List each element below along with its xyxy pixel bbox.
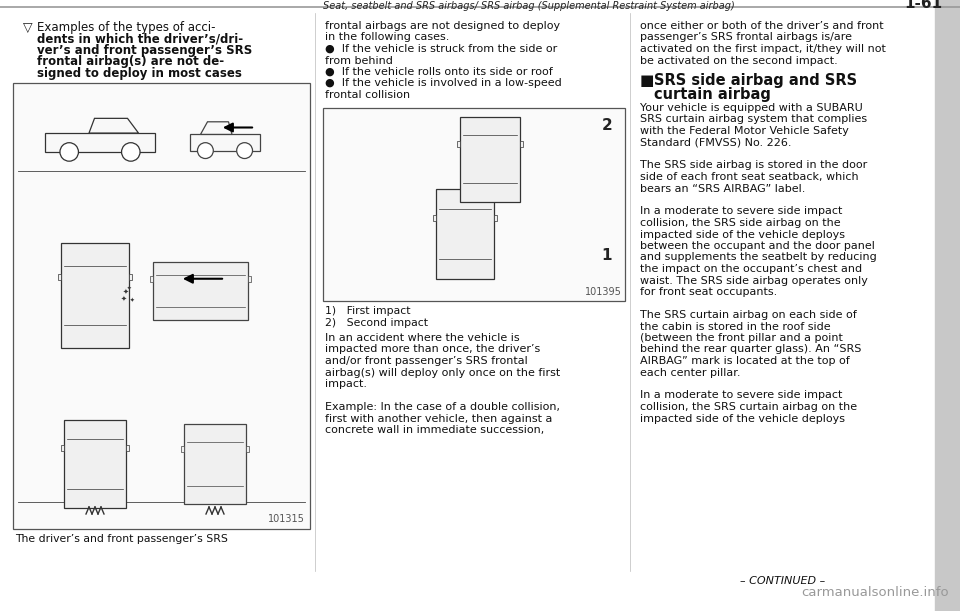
Bar [153,262,248,320]
Text: Example: In the case of a double collision,: Example: In the case of a double collisi… [325,402,560,412]
Polygon shape [201,122,232,134]
Text: ●  If the vehicle rolls onto its side or roof: ● If the vehicle rolls onto its side or … [325,67,553,77]
Bar [457,141,460,147]
Text: activated on the first impact, it/they will not: activated on the first impact, it/they w… [640,44,886,54]
Text: In an accident where the vehicle is: In an accident where the vehicle is [325,333,519,343]
Text: ●  If the vehicle is involved in a low-speed: ● If the vehicle is involved in a low-sp… [325,78,562,89]
Text: carmanualsonline.info: carmanualsonline.info [802,586,948,599]
Text: impacted side of the vehicle deploys: impacted side of the vehicle deploys [640,414,845,423]
Text: waist. The SRS side airbag operates only: waist. The SRS side airbag operates only [640,276,868,285]
Text: in the following cases.: in the following cases. [325,32,449,43]
Text: the impact on the occupant’s chest and: the impact on the occupant’s chest and [640,264,862,274]
Text: ✦: ✦ [127,285,132,290]
Bar [246,446,249,452]
Text: behind the rear quarter glass). An “SRS: behind the rear quarter glass). An “SRS [640,345,861,354]
Circle shape [122,143,140,161]
Text: The driver’s and front passenger’s SRS: The driver’s and front passenger’s SRS [15,534,228,544]
Text: 2)   Second impact: 2) Second impact [325,318,428,327]
Text: – CONTINUED –: – CONTINUED – [740,576,826,586]
Text: passenger’s SRS frontal airbags is/are: passenger’s SRS frontal airbags is/are [640,32,852,43]
Text: each center pillar.: each center pillar. [640,367,740,378]
Bar [935,0,960,611]
Bar [61,243,129,348]
Text: first with another vehicle, then against a: first with another vehicle, then against… [325,414,552,423]
Text: and/or front passenger’s SRS frontal: and/or front passenger’s SRS frontal [325,356,528,366]
Text: Examples of the types of acci-: Examples of the types of acci- [37,21,215,34]
Text: ✦: ✦ [123,289,129,295]
Text: In a moderate to severe side impact: In a moderate to severe side impact [640,207,842,216]
Bar [126,445,129,451]
Bar [61,445,64,451]
Text: impact.: impact. [325,379,367,389]
Bar [150,276,153,282]
Text: The SRS side airbag is stored in the door: The SRS side airbag is stored in the doo… [640,161,867,170]
Text: collision, the SRS curtain airbag on the: collision, the SRS curtain airbag on the [640,402,857,412]
Circle shape [60,143,79,161]
Text: (between the front pillar and a point: (between the front pillar and a point [640,333,843,343]
Text: impacted more than once, the driver’s: impacted more than once, the driver’s [325,345,540,354]
Bar [181,446,184,452]
Bar [460,117,520,202]
Text: once either or both of the driver’s and front: once either or both of the driver’s and … [640,21,883,31]
Text: The SRS curtain airbag on each side of: The SRS curtain airbag on each side of [640,310,856,320]
Text: 1: 1 [602,249,612,263]
Text: side of each front seat seatback, which: side of each front seat seatback, which [640,172,858,182]
Bar [129,274,132,280]
Bar [436,189,494,279]
Text: for front seat occupants.: for front seat occupants. [640,287,778,297]
Text: 2: 2 [602,118,612,133]
Text: concrete wall in immediate succession,: concrete wall in immediate succession, [325,425,544,435]
Text: AIRBAG” mark is located at the top of: AIRBAG” mark is located at the top of [640,356,850,366]
Text: curtain airbag: curtain airbag [654,87,771,102]
Text: Standard (FMVSS) No. 226.: Standard (FMVSS) No. 226. [640,137,791,147]
Text: and supplements the seatbelt by reducing: and supplements the seatbelt by reducing [640,252,876,263]
Text: frontal collision: frontal collision [325,90,410,100]
Bar [13,82,310,529]
Text: impacted side of the vehicle deploys: impacted side of the vehicle deploys [640,230,845,240]
Polygon shape [89,119,138,133]
Circle shape [237,143,252,158]
Text: dents in which the driver’s/dri-: dents in which the driver’s/dri- [37,32,243,45]
Bar [494,214,497,221]
Bar [323,108,625,301]
Text: 1)   First impact: 1) First impact [325,306,411,316]
Text: with the Federal Motor Vehicle Safety: with the Federal Motor Vehicle Safety [640,126,849,136]
Text: collision, the SRS side airbag on the: collision, the SRS side airbag on the [640,218,841,228]
Text: signed to deploy in most cases: signed to deploy in most cases [37,67,242,80]
Bar [433,214,436,221]
Bar [248,276,251,282]
Bar [520,141,523,147]
Bar [64,420,126,508]
Bar [190,134,260,150]
Text: SRS curtain airbag system that complies: SRS curtain airbag system that complies [640,114,867,125]
Text: from behind: from behind [325,56,393,65]
Circle shape [198,143,213,158]
Text: ●  If the vehicle is struck from the side or: ● If the vehicle is struck from the side… [325,44,557,54]
Text: SRS side airbag and SRS: SRS side airbag and SRS [654,73,857,88]
Text: 101395: 101395 [586,287,622,297]
Text: between the occupant and the door panel: between the occupant and the door panel [640,241,875,251]
Text: airbag(s) will deploy only once on the first: airbag(s) will deploy only once on the f… [325,367,561,378]
Text: the cabin is stored in the roof side: the cabin is stored in the roof side [640,321,830,332]
Bar [184,424,246,504]
Text: frontal airbag(s) are not de-: frontal airbag(s) are not de- [37,56,224,68]
Text: bears an “SRS AIRBAG” label.: bears an “SRS AIRBAG” label. [640,183,805,194]
Text: Seat, seatbelt and SRS airbags/ SRS airbag (Supplemental Restraint System airbag: Seat, seatbelt and SRS airbags/ SRS airb… [324,1,735,11]
Bar [58,274,61,280]
Text: ■: ■ [640,73,655,88]
Text: ▽: ▽ [23,21,33,34]
Bar [45,133,155,152]
Text: frontal airbags are not designed to deploy: frontal airbags are not designed to depl… [325,21,560,31]
Text: 101315: 101315 [268,514,305,524]
Text: ✦: ✦ [130,297,134,302]
Text: be activated on the second impact.: be activated on the second impact. [640,56,838,65]
Text: Your vehicle is equipped with a SUBARU: Your vehicle is equipped with a SUBARU [640,103,863,113]
Text: 1-61: 1-61 [904,0,942,11]
Text: In a moderate to severe side impact: In a moderate to severe side impact [640,390,842,400]
Text: ✦: ✦ [121,296,127,302]
Text: ver’s and front passenger’s SRS: ver’s and front passenger’s SRS [37,44,252,57]
